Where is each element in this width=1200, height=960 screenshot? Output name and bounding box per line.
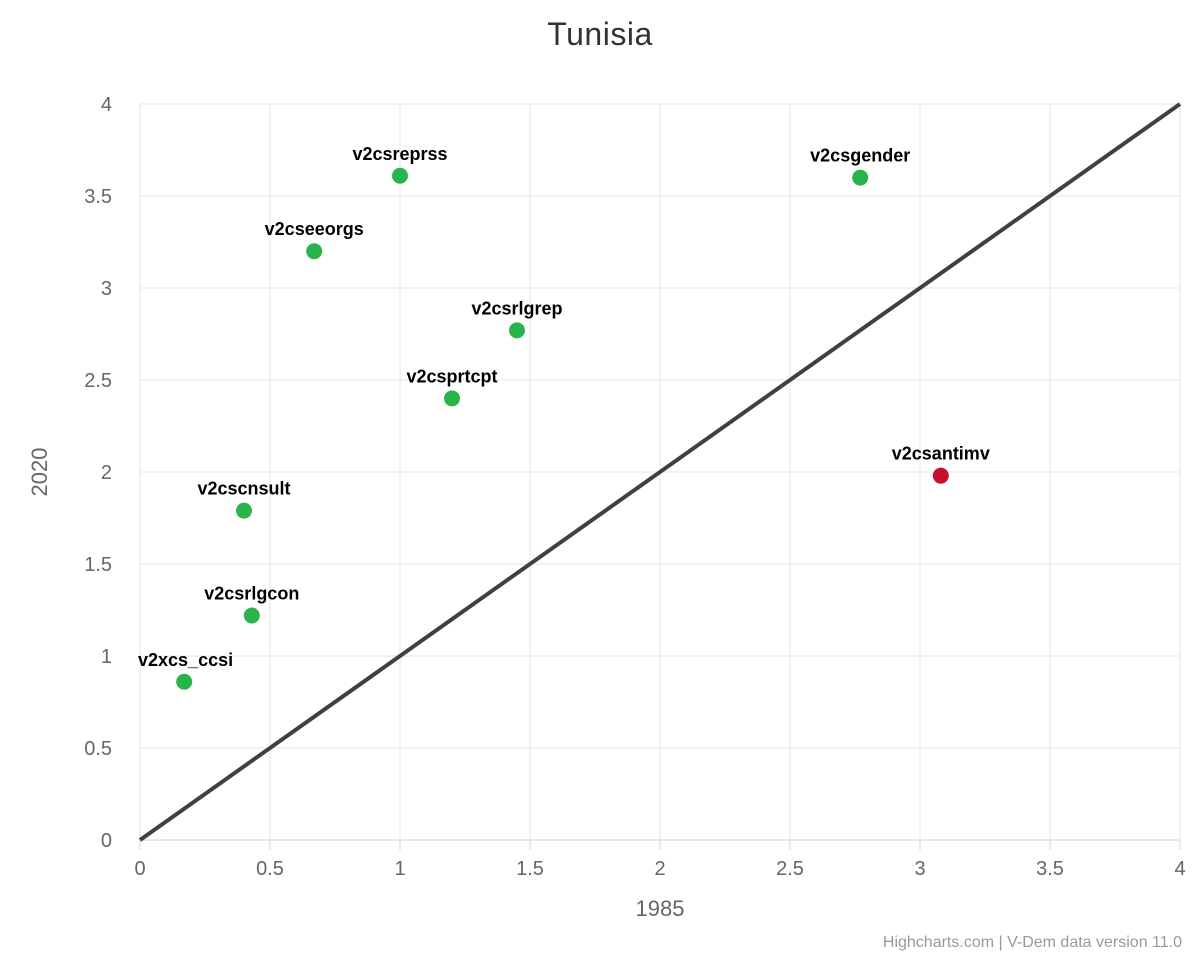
y-tick-label: 0 <box>101 830 112 852</box>
x-tick-label: 1.5 <box>516 858 544 880</box>
data-point-label: v2csprtcpt <box>406 366 497 386</box>
data-point-v2csantimv[interactable] <box>932 467 949 484</box>
x-tick-label: 0 <box>134 858 145 880</box>
x-tick-label: 0.5 <box>256 858 284 880</box>
data-point-label: v2cscnsult <box>197 479 290 499</box>
data-point-v2csrlgrep[interactable] <box>509 322 525 339</box>
chart-title: Tunisia <box>547 16 653 52</box>
y-tick-label: 4 <box>101 94 112 116</box>
x-tick-label: 3.5 <box>1036 858 1064 880</box>
data-point-v2csgender[interactable] <box>852 169 869 186</box>
y-tick-label: 2.5 <box>84 370 112 392</box>
data-point-v2csreprss[interactable] <box>392 167 408 184</box>
x-axis-title: 1985 <box>635 896 685 921</box>
y-tick-label: 3.5 <box>84 186 112 208</box>
data-point-v2csprtcpt[interactable] <box>444 390 460 407</box>
data-point-label: v2xcs_ccsi <box>138 650 233 670</box>
y-tick-label: 2 <box>101 462 112 484</box>
data-point-label: v2cseeorgs <box>265 219 364 239</box>
data-point-v2xcs_ccsi[interactable] <box>176 673 193 690</box>
x-tick-label: 2.5 <box>776 858 804 880</box>
data-point-label: v2csgender <box>810 146 910 166</box>
y-tick-label: 3 <box>101 278 112 300</box>
reference-line <box>138 102 1182 842</box>
x-tick-label: 1 <box>394 858 405 880</box>
data-point-label: v2csrlgcon <box>204 584 299 604</box>
x-tick-label: 3 <box>914 858 925 880</box>
y-tick-label: 0.5 <box>84 738 112 760</box>
data-point-v2cscnsult[interactable] <box>236 502 252 519</box>
data-point-label: v2csreprss <box>352 144 447 164</box>
data-point-label: v2csantimv <box>892 444 990 464</box>
x-tick-label: 2 <box>654 858 665 880</box>
data-point-v2cseeorgs[interactable] <box>306 243 323 260</box>
data-point-v2csrlgcon[interactable] <box>243 607 260 624</box>
x-tick-label: 4 <box>1174 858 1185 880</box>
y-axis-title-text: 2020 <box>27 447 52 497</box>
credits-link[interactable]: Highcharts.com | V-Dem data version 11.0 <box>882 934 1182 951</box>
data-point-label: v2csrlgrep <box>471 298 562 318</box>
y-tick-label: 1.5 <box>84 554 112 576</box>
y-tick-label: 1 <box>101 646 112 668</box>
